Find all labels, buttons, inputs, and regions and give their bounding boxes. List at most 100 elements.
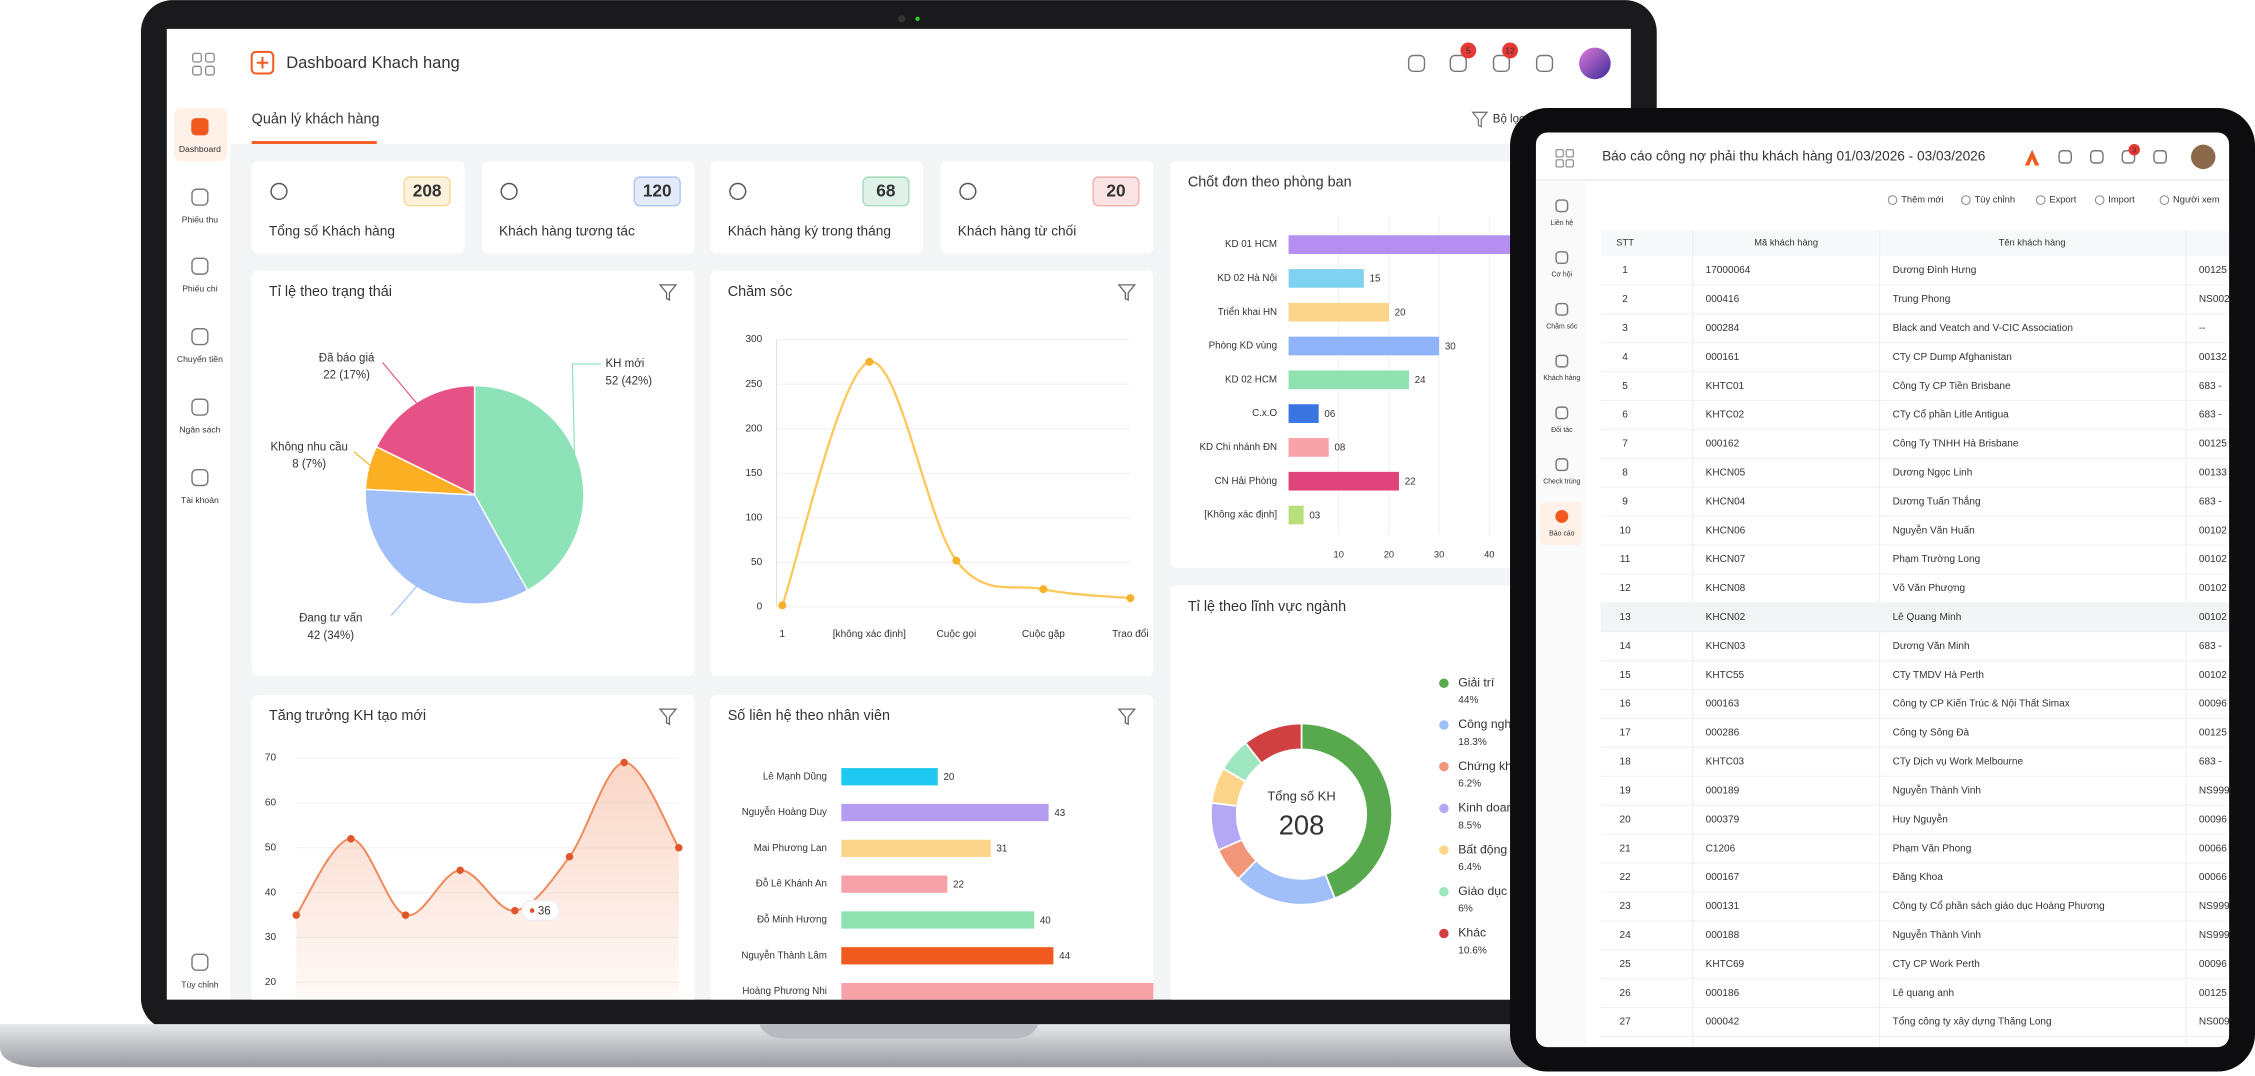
- t-sidebar-item[interactable]: Báo cáo: [1549, 531, 1574, 538]
- y-tick-label: 70: [265, 753, 277, 764]
- t-sidebar-item[interactable]: Khách hàng: [1543, 375, 1580, 382]
- table-cell: 00096: [2199, 814, 2227, 825]
- t-sidebar-item[interactable]: Đối tác: [1551, 425, 1573, 434]
- tablet-title: Báo cáo công nợ phải thu khách hàng 01/0…: [1602, 149, 1985, 164]
- table-cell: CTy CP Work Perth: [1893, 959, 1980, 970]
- point: [952, 556, 961, 565]
- table-cell: 683 -: [2199, 641, 2222, 652]
- table-cell: Trung Phong: [1893, 294, 1951, 305]
- y-tick-label: 30: [265, 932, 277, 943]
- filter-icon[interactable]: [1117, 284, 1137, 302]
- slice-value: 42 (34%): [307, 630, 354, 642]
- kpi-icon: [270, 182, 288, 201]
- slice-value: 8 (7%): [292, 459, 326, 471]
- sidebar-item[interactable]: Phiếu thu: [182, 214, 219, 224]
- table-cell: 12: [1620, 583, 1632, 594]
- value-label: 20: [1395, 308, 1406, 319]
- filter-icon[interactable]: [658, 284, 678, 302]
- icon: [2121, 150, 2136, 164]
- bar-label: Phòng KD vùng: [1209, 341, 1277, 352]
- badge: [2128, 143, 2140, 156]
- sidebar-item[interactable]: Phiếu chi: [182, 283, 218, 293]
- avatar[interactable]: [2191, 144, 2216, 170]
- apps-icon: [192, 65, 202, 76]
- apps-icon: [1555, 159, 1564, 168]
- chart-title: Tỉ lệ theo trạng thái: [269, 284, 392, 300]
- t-sidebar-item[interactable]: Cơ hội: [1552, 272, 1573, 279]
- table-cell: 000189: [1706, 785, 1740, 796]
- table-cell: 23: [1620, 901, 1632, 912]
- table-cell: KHTC69: [1706, 959, 1745, 970]
- filter-icon[interactable]: [658, 708, 678, 726]
- toolbar-button[interactable]: Import: [2108, 195, 2135, 205]
- y-tick-label: 150: [745, 468, 762, 479]
- toolbar-icon: [1961, 195, 1971, 205]
- camera: [898, 15, 906, 23]
- table-cell: 17: [1620, 728, 1632, 739]
- kpi-value: 208: [413, 181, 442, 201]
- tab[interactable]: Quản lý khách hàng: [252, 111, 380, 127]
- add-button[interactable]: [250, 50, 275, 75]
- table-cell: 00096: [2199, 699, 2227, 710]
- sidebar-item[interactable]: Dashboard: [179, 144, 221, 154]
- table-cell: 27: [1620, 1017, 1632, 1028]
- toolbar-button[interactable]: Export: [2049, 195, 2076, 205]
- point: [292, 911, 300, 919]
- avatar[interactable]: [1579, 47, 1611, 80]
- apps-icon: [192, 52, 202, 63]
- point: [1039, 585, 1048, 594]
- t-sidebar-item[interactable]: Chăm sóc: [1546, 323, 1578, 330]
- column-header: Mã khách hàng: [1754, 238, 1818, 248]
- kpi-value: 68: [876, 181, 896, 201]
- filter-icon[interactable]: [1117, 708, 1137, 726]
- point: [865, 357, 874, 366]
- slice-label: Đã báo giá: [319, 352, 375, 364]
- sidebar-item[interactable]: Chuyển tiền: [177, 354, 223, 364]
- bar: [1288, 505, 1304, 525]
- area: [296, 762, 679, 1000]
- sidebar-item[interactable]: Tài khoản: [181, 495, 219, 505]
- chart-title: Số liên hệ theo nhân viên: [728, 708, 890, 724]
- sidebar-item[interactable]: Tùy chỉnh: [181, 980, 219, 990]
- table-cell: 26: [1620, 988, 1632, 999]
- slice-label: KH mới: [605, 358, 644, 370]
- x-tick-label: 1: [780, 629, 786, 640]
- table-cell: 00102: [2199, 554, 2227, 565]
- value-label: 22: [953, 879, 964, 890]
- t-sidebar-item[interactable]: Liên hệ: [1551, 220, 1574, 227]
- badge-count: 3: [2132, 145, 2136, 154]
- value-label: 24: [1415, 375, 1426, 386]
- icon: [2089, 150, 2104, 164]
- value-label: 08: [1334, 443, 1345, 454]
- point: [456, 866, 464, 874]
- bar: [841, 911, 1035, 929]
- sidebar-item[interactable]: Ngân sách: [179, 424, 220, 434]
- chart-card: Tăng trưởng KH tạo mới 20 30 40 50 60 70 36: [251, 694, 695, 1000]
- legend-label: Kinh doanh: [1458, 801, 1520, 815]
- donut-center-value: 208: [1279, 809, 1325, 840]
- laptop-base: [0, 1024, 1676, 1068]
- t-sidebar-item[interactable]: Check trùng: [1543, 479, 1580, 486]
- table-cell: KHCN06: [1706, 525, 1746, 536]
- table-cell: 8: [1622, 468, 1628, 479]
- x-tick-label: 20: [1384, 550, 1394, 560]
- toolbar-button[interactable]: Tùy chỉnh: [1975, 195, 2015, 205]
- kpi-badge: [862, 176, 910, 207]
- table-cell: Công Ty TNHH Hà Brisbane: [1893, 439, 2019, 450]
- toolbar-button[interactable]: Thêm mới: [1901, 195, 1943, 205]
- table-cell: 00102: [2199, 612, 2227, 623]
- table-cell: 4: [1622, 352, 1628, 363]
- toolbar-button[interactable]: Người xem: [2173, 195, 2220, 205]
- point: [675, 844, 683, 852]
- chart-title: Chốt đơn theo phòng ban: [1188, 175, 1352, 191]
- table-cell: 00132: [2199, 352, 2227, 363]
- y-tick-label: 200: [745, 423, 762, 434]
- bar: [841, 768, 938, 786]
- bar-label: [Không xác định]: [1204, 510, 1277, 521]
- value-label: 06: [1324, 409, 1335, 420]
- filter-button[interactable]: Bộ lọc: [1493, 114, 1525, 126]
- pie-slice: [375, 384, 476, 497]
- value-label: 30: [1445, 341, 1456, 352]
